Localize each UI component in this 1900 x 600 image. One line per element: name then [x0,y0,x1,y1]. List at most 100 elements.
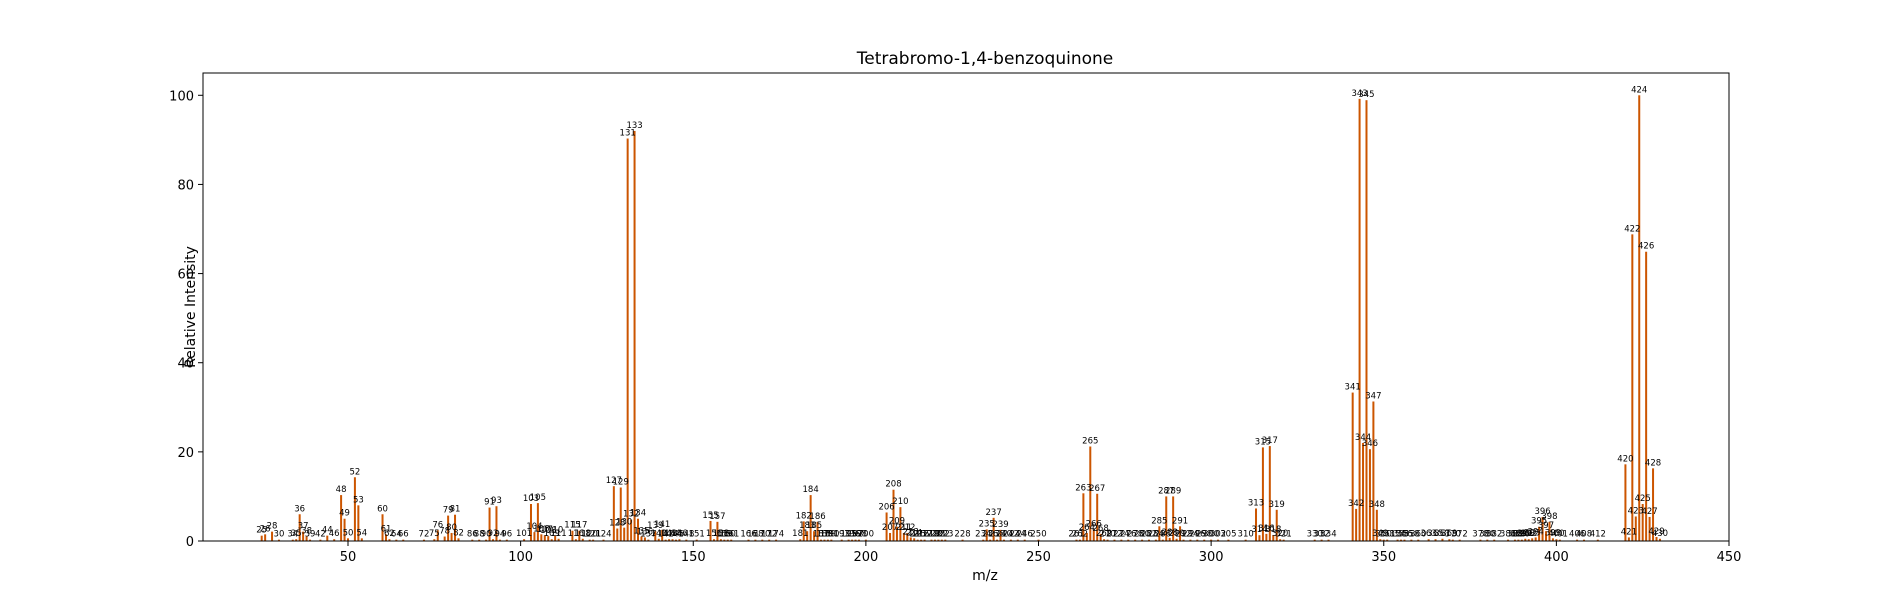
peak-bar-238 [996,539,999,541]
peak-bar-187 [819,539,822,541]
peak-bar-183 [806,531,809,541]
peak-bar-406 [1576,539,1579,541]
peak-bars [260,95,1661,542]
peak-bar-91 [488,507,491,541]
peak-label-363: 363 [1421,529,1437,539]
peak-bar-184 [809,495,812,541]
peak-label-26: 26 [260,524,271,534]
peak-bar-223 [944,539,947,541]
peak-bar-315 [1261,447,1264,541]
x-tick-label: 150 [681,550,706,565]
peak-label-86: 86 [467,530,478,540]
peak-label-120: 120 [582,530,598,540]
peak-bar-148 [685,539,688,541]
peak-label-347: 347 [1365,391,1381,401]
peak-bar-106 [540,534,543,541]
peak-bar-168 [754,539,757,541]
peak-label-267: 267 [1089,484,1105,494]
peak-label-320: 320 [1272,529,1288,539]
peak-label-344: 344 [1355,433,1371,443]
peak-label-185: 185 [806,521,822,531]
peak-label-187: 187 [813,530,829,540]
peak-bar-334 [1327,539,1330,541]
peak-label-151: 151 [689,530,705,540]
peak-label-105: 105 [530,493,546,503]
peak-bar-109 [550,539,553,541]
peak-label-294: 294 [1182,530,1198,540]
y-tick-label: 100 [169,89,194,104]
peak-bar-298 [1203,539,1206,541]
peak-bar-347 [1372,401,1375,541]
peak-label-242: 242 [1003,530,1019,540]
peak-label-115: 115 [564,521,580,531]
peak-bar-108 [547,536,550,541]
peak-bar-286 [1161,539,1164,541]
peak-label-195: 195 [840,530,856,540]
peak-bar-317 [1268,446,1271,541]
peak-label-382: 382 [1486,530,1502,540]
peak-label-208: 208 [885,480,901,490]
peak-bar-287 [1165,496,1168,541]
peak-bar-408 [1582,539,1585,541]
peak-bar-420 [1624,464,1627,541]
peak-bar-290 [1175,538,1178,541]
peak-bar-428 [1652,468,1655,541]
peak-bar-289 [1172,496,1175,541]
peak-bar-166 [747,539,750,541]
peak-bar-263 [1082,493,1085,541]
peak-bar-228 [961,539,964,541]
peak-bar-425 [1641,504,1644,541]
peak-bar-131 [626,138,629,541]
peak-label-184: 184 [803,485,819,495]
peak-bar-182 [802,521,805,541]
peak-label-228: 228 [954,530,970,540]
peak-label-222: 222 [934,530,950,540]
peak-label-220: 220 [927,530,943,540]
peak-label-321: 321 [1276,530,1292,540]
peak-label-268: 268 [1093,524,1109,534]
peak-bar-222 [940,539,943,541]
y-tick-label: 80 [177,178,194,193]
peak-label-286: 286 [1155,530,1171,540]
peak-label-207: 207 [882,523,898,533]
peak-label-92: 92 [488,529,499,539]
peak-label-72: 72 [419,530,430,540]
peak-bar-137 [647,539,650,541]
peak-label-137: 137 [640,530,656,540]
peak-label-62: 62 [384,529,395,539]
y-axis-label: Relative Intensity [183,246,199,368]
peak-label-215: 215 [910,530,926,540]
peak-label-170: 170 [754,530,770,540]
peak-label-39: 39 [305,530,316,540]
peak-bar-120 [588,539,591,541]
peak-label-198: 198 [851,530,867,540]
peak-bar-135 [640,536,643,541]
peak-label-365: 365 [1427,529,1443,539]
peak-label-386: 386 [1500,530,1516,540]
peak-label-134: 134 [630,509,646,519]
peak-bar-398 [1548,521,1551,541]
peak-bar-104 [533,532,536,541]
peak-label-93: 93 [491,496,502,506]
peak-bar-134 [637,518,640,541]
peak-bar-44 [326,535,329,541]
peak-label-142: 142 [658,530,674,540]
peak-bar-300 [1210,539,1213,541]
peak-bar-272 [1113,539,1116,541]
peak-label-143: 143 [661,529,677,539]
peak-label-44: 44 [322,526,333,536]
peak-bar-92 [492,539,495,541]
peak-label-314: 314 [1251,525,1267,535]
peak-bar-367 [1441,538,1444,541]
peak-label-234: 234 [975,530,991,540]
peak-bar-330 [1313,539,1316,541]
peak-bar-206 [885,512,888,541]
peak-label-172: 172 [761,530,777,540]
peak-label-302: 302 [1210,530,1226,540]
peak-label-237: 237 [986,508,1002,518]
peak-bar-216 [920,539,923,541]
peak-bar-49 [343,518,346,541]
peak-label-349: 349 [1372,529,1388,539]
peak-label-270: 270 [1099,530,1115,540]
